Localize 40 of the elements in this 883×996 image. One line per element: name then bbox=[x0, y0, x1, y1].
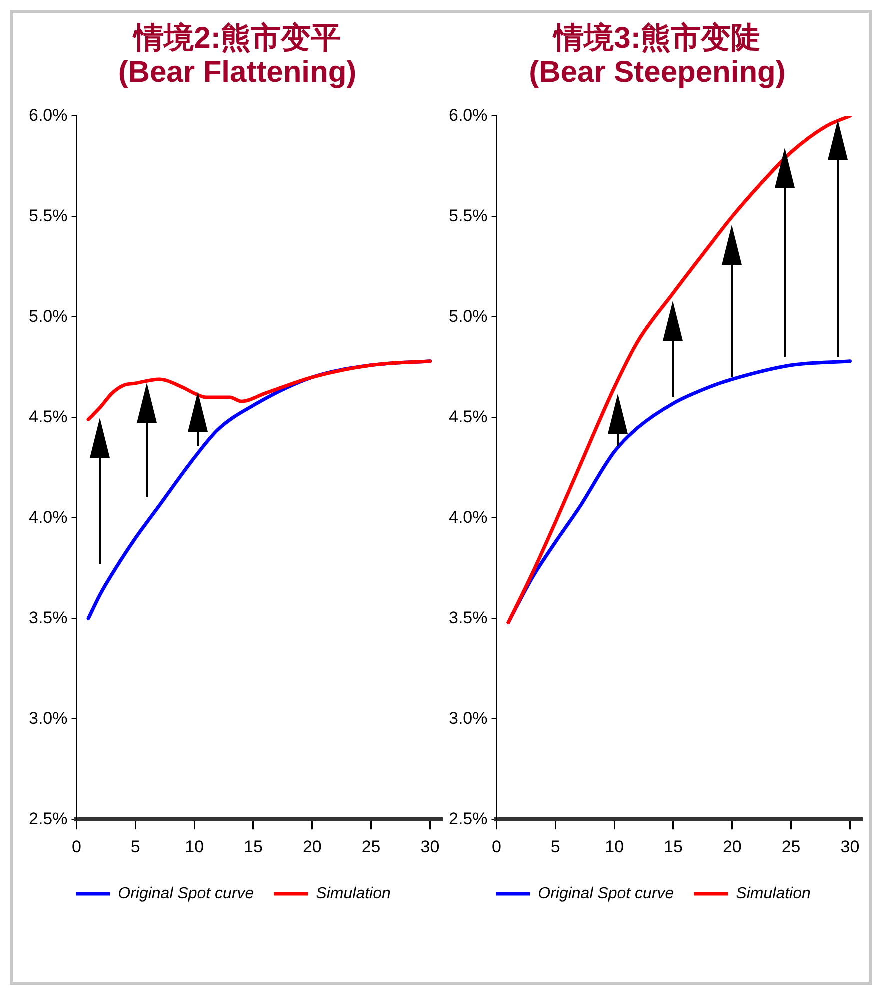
y-tick-label: 6.0% bbox=[29, 106, 68, 125]
y-tick-label: 4.0% bbox=[449, 508, 488, 527]
y-tick-label: 4.5% bbox=[29, 407, 68, 426]
y-tick-label: 5.5% bbox=[29, 206, 68, 226]
x-tick-label: 5 bbox=[130, 837, 140, 856]
x-tick-label: 15 bbox=[244, 837, 263, 856]
y-tick-label: 5.0% bbox=[29, 306, 68, 326]
legend-label: Simulation bbox=[316, 885, 391, 902]
x-tick-label: 30 bbox=[840, 837, 860, 856]
y-tick-label: 4.5% bbox=[449, 407, 488, 426]
legend-label: Original Spot curve bbox=[118, 885, 254, 902]
y-tick-label: 6.0% bbox=[449, 106, 488, 125]
y-tick-label: 5.0% bbox=[449, 306, 488, 326]
y-tick-label: 3.5% bbox=[29, 608, 68, 628]
y-tick-label: 4.0% bbox=[29, 508, 68, 527]
x-tick-label: 5 bbox=[550, 837, 560, 856]
x-tick-label: 25 bbox=[782, 837, 801, 856]
y-tick-label: 5.5% bbox=[449, 206, 488, 226]
y-tick-label: 3.0% bbox=[29, 708, 68, 728]
y-tick-label: 3.0% bbox=[449, 708, 488, 728]
x-tick-label: 20 bbox=[722, 837, 742, 856]
x-tick-label: 10 bbox=[605, 837, 624, 856]
x-tick-label: 30 bbox=[420, 837, 440, 856]
x-tick-label: 20 bbox=[302, 837, 322, 856]
x-tick-label: 0 bbox=[492, 837, 502, 856]
x-tick-label: 15 bbox=[664, 837, 683, 856]
legend-label: Original Spot curve bbox=[538, 885, 674, 902]
chart-title: 情境3:熊市变陡 bbox=[552, 22, 762, 56]
legend-label: Simulation bbox=[736, 885, 811, 902]
y-tick-label: 2.5% bbox=[29, 809, 68, 828]
y-tick-label: 3.5% bbox=[449, 608, 488, 628]
x-tick-label: 0 bbox=[72, 837, 82, 856]
line-series bbox=[506, 116, 852, 624]
chart-subtitle: (Bear Steepening) bbox=[528, 56, 787, 90]
line-series bbox=[86, 360, 432, 422]
y-tick-label: 2.5% bbox=[449, 809, 488, 828]
chart-title: 情境2:熊市变平 bbox=[132, 22, 342, 56]
chart-subtitle: (Bear Flattening) bbox=[117, 56, 358, 90]
x-tick-label: 10 bbox=[185, 837, 204, 856]
x-tick-label: 25 bbox=[362, 837, 381, 856]
